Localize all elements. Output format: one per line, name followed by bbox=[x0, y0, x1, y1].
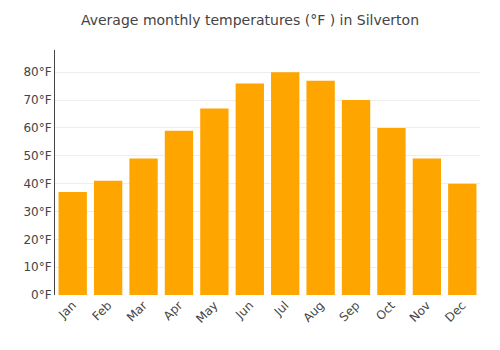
svg-text:40°F: 40°F bbox=[23, 177, 51, 191]
svg-text:0°F: 0°F bbox=[31, 288, 52, 302]
svg-text:50°F: 50°F bbox=[23, 149, 51, 163]
svg-text:20°F: 20°F bbox=[23, 233, 51, 247]
svg-text:Aug: Aug bbox=[301, 298, 327, 324]
svg-text:Jan: Jan bbox=[55, 298, 79, 322]
svg-text:Feb: Feb bbox=[90, 298, 115, 323]
svg-text:Mar: Mar bbox=[124, 298, 150, 324]
svg-text:10°F: 10°F bbox=[23, 260, 51, 274]
svg-text:Oct: Oct bbox=[373, 298, 398, 323]
svg-text:80°F: 80°F bbox=[23, 65, 51, 79]
svg-text:Jun: Jun bbox=[232, 298, 256, 322]
svg-text:Nov: Nov bbox=[407, 298, 433, 324]
svg-text:60°F: 60°F bbox=[23, 121, 51, 135]
svg-text:Average monthly temperatures (: Average monthly temperatures (°F ) in Si… bbox=[81, 12, 419, 28]
svg-text:70°F: 70°F bbox=[23, 93, 51, 107]
svg-text:Sep: Sep bbox=[337, 298, 363, 324]
svg-text:Dec: Dec bbox=[442, 298, 468, 324]
svg-text:Apr: Apr bbox=[161, 298, 186, 323]
svg-text:May: May bbox=[193, 298, 220, 325]
svg-text:30°F: 30°F bbox=[23, 205, 51, 219]
svg-text:Jul: Jul bbox=[271, 298, 292, 319]
